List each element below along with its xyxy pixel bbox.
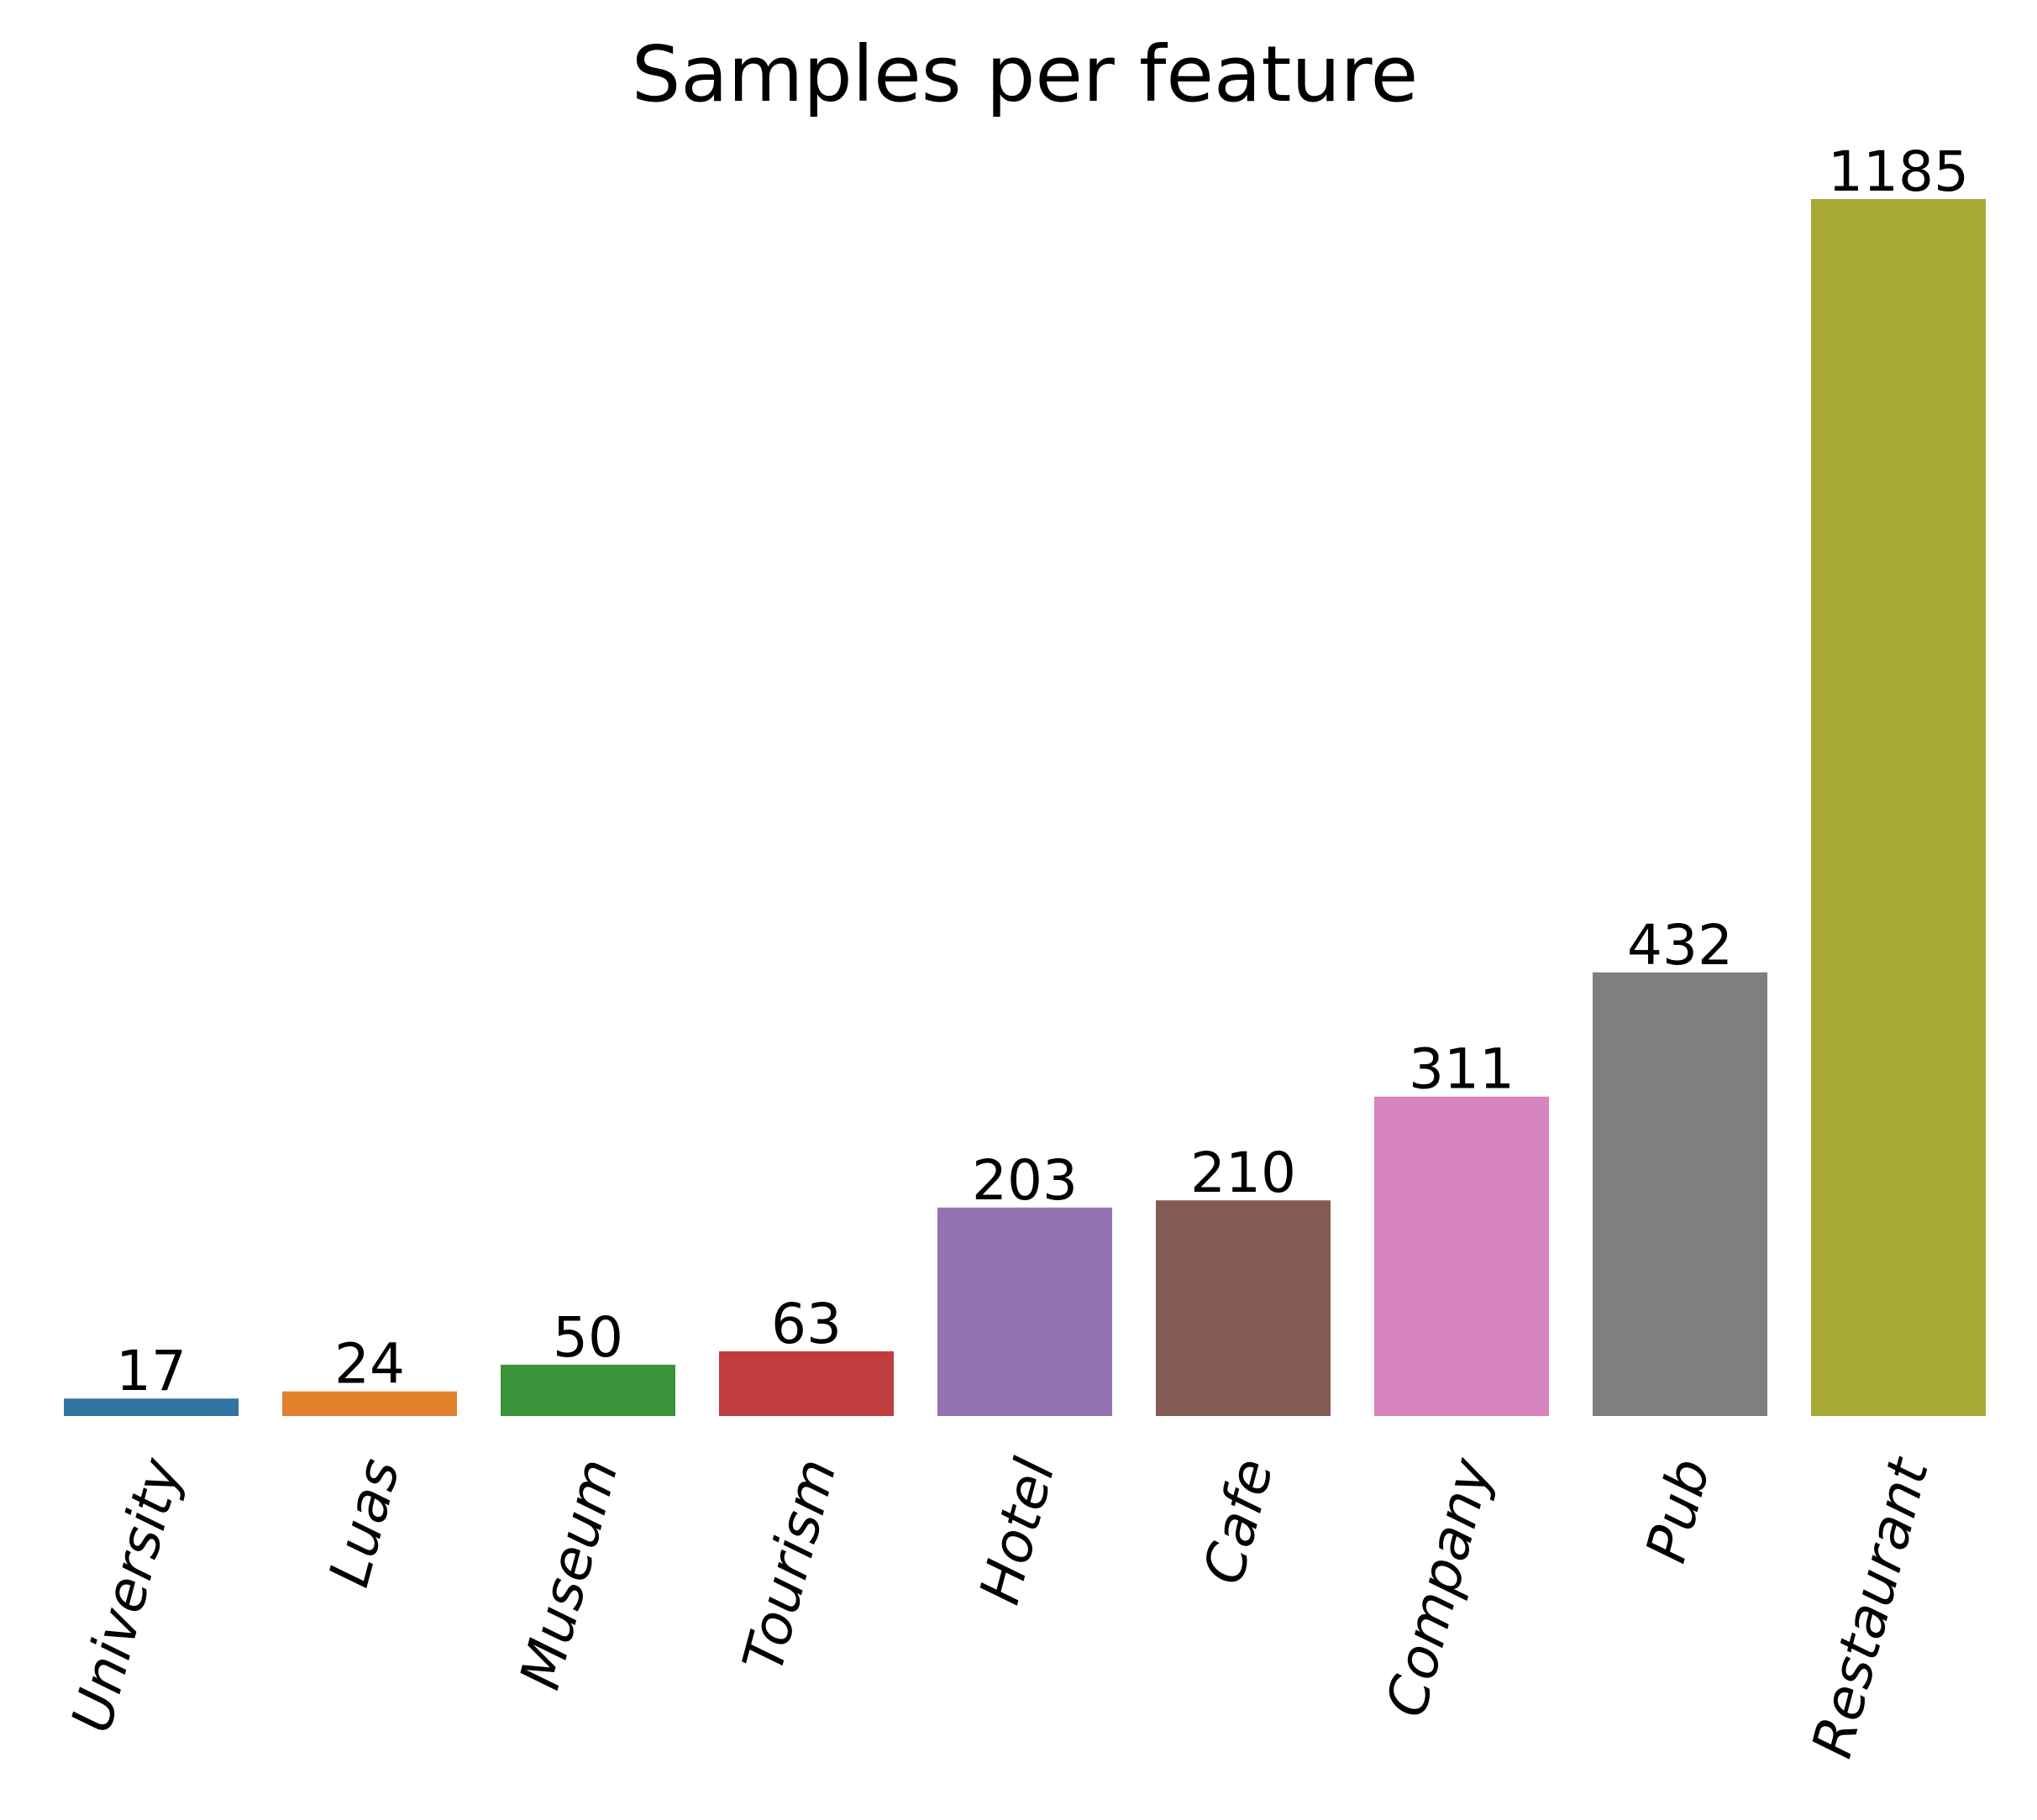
chart-title: Samples per feature: [632, 29, 1418, 119]
x-tick-label-tourism: Tourism: [731, 1452, 849, 1679]
x-tick-label-company: Company: [1373, 1451, 1504, 1723]
value-label-tourism: 63: [771, 1292, 842, 1356]
value-label-restaurant: 1185: [1828, 139, 1969, 204]
x-tick-label-university: University: [59, 1451, 194, 1739]
x-tick-label-pub: Pub: [1634, 1452, 1723, 1569]
value-label-museum: 50: [553, 1305, 623, 1370]
x-tick-label-hotel: Hotel: [967, 1451, 1068, 1610]
bar-pub: [1593, 972, 1767, 1416]
bar-restaurant: [1811, 199, 1986, 1416]
bar-company: [1374, 1096, 1549, 1416]
value-label-hotel: 203: [972, 1148, 1078, 1213]
bar-tourism: [719, 1351, 894, 1416]
x-tick-label-restaurant: Restaurant: [1799, 1450, 1941, 1765]
x-tick-label-cafe: Cafe: [1191, 1452, 1286, 1591]
bar-cafe: [1156, 1200, 1331, 1416]
value-label-cafe: 210: [1190, 1141, 1296, 1205]
bar-university: [64, 1398, 239, 1416]
x-tick-label-museum: Museum: [507, 1452, 631, 1696]
value-label-pub: 432: [1627, 913, 1733, 978]
bars-group: [64, 199, 1986, 1416]
x-tick-label-luas: Luas: [317, 1452, 412, 1593]
value-label-university: 17: [116, 1339, 186, 1403]
value-labels-group: 17 24 50 63 203 210 311 432 1185: [116, 139, 1969, 1403]
bar-luas: [282, 1391, 457, 1416]
value-label-company: 311: [1409, 1037, 1515, 1102]
x-tick-labels-group: University Luas Museum Tourism Hotel Cafe Comp…: [59, 1450, 1941, 1765]
bar-museum: [501, 1364, 675, 1416]
value-label-luas: 24: [334, 1332, 405, 1397]
bar-hotel: [937, 1207, 1112, 1416]
